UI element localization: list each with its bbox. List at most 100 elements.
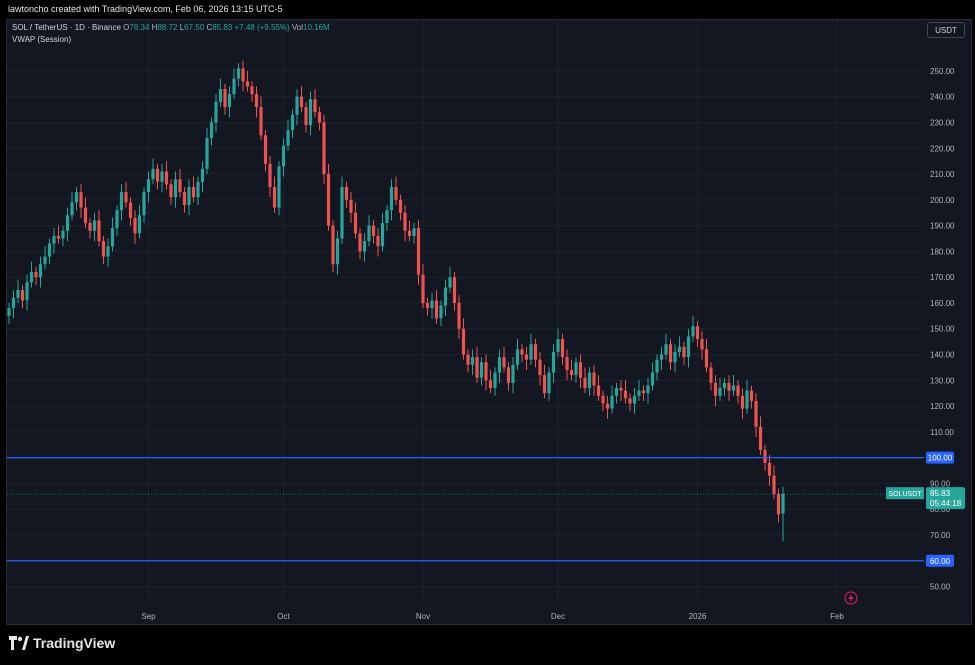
candle-body [47,243,52,257]
candle-body [268,163,272,187]
candle-body [452,277,457,303]
candle-body [637,390,641,396]
lightning-icon[interactable] [844,591,858,605]
tradingview-logo[interactable]: TradingView [9,635,115,651]
chart-frame[interactable] [6,19,972,625]
candle-body [745,390,749,409]
y-tick-label: 250.00 [930,67,955,76]
candle-body [695,326,700,340]
candle-body [344,186,349,200]
candle-body [290,114,295,131]
candle-body [335,238,340,265]
candle-body [286,130,290,146]
currency-button[interactable]: USDT [927,22,965,38]
candle-body [758,426,763,450]
candle-body [601,395,605,404]
candle-body [164,171,169,185]
y-tick-label: 240.00 [930,93,955,102]
candle-body [619,388,623,391]
candle-body [313,99,317,113]
candle-body [421,274,425,303]
candle-body [416,228,421,275]
candle-body [736,385,740,396]
candle-body [722,382,727,389]
y-tick-label: 50.00 [930,583,951,592]
level-label: 100.00 [928,454,953,463]
candle-body [434,300,439,319]
candle-body [317,112,322,123]
candle-body [304,107,308,126]
y-tick-label: 210.00 [930,170,955,179]
candle-body [385,210,389,224]
candle-body [488,380,493,389]
candle-body [493,372,497,389]
candle-body [403,212,407,231]
y-tick-label: 120.00 [930,402,955,411]
y-tick-label: 220.00 [930,144,955,153]
candle-body [470,357,475,365]
candle-body [200,168,205,182]
candle-body [727,382,731,391]
candle-body [583,377,587,389]
x-tick-label: 2026 [689,612,707,621]
candle-body [497,357,502,373]
candle-body [272,186,277,208]
candle-body [151,168,155,180]
candle-body [155,168,160,182]
candle-body [763,449,767,463]
candle-body [236,68,241,79]
chart-legend: SOL / TetherUS · 1D · Binance O78.34 H88… [12,22,330,46]
candle-body [29,272,34,283]
candle-body [362,241,367,252]
candle-body [232,78,236,95]
candle-body [551,351,556,373]
legend-indicator[interactable]: VWAP (Session) [12,35,72,44]
candle-body [704,349,709,368]
candle-body [223,88,227,108]
candle-body [664,344,668,355]
legend-close-label: C [206,23,213,32]
candle-body [569,369,574,376]
candle-body [623,390,628,399]
candle-body [367,225,371,242]
x-tick-label: Nov [416,612,430,621]
candle-body [461,328,466,355]
candle-body [754,400,758,427]
last-price-value: 85.83 [930,489,951,498]
y-tick-label: 160.00 [930,299,955,308]
legend-low-label: L [179,23,185,32]
candle-body [524,354,529,360]
candle-body [772,475,776,494]
candle-body [542,375,547,394]
candle-body [682,346,686,358]
candle-body [547,372,551,394]
candle-body [443,287,448,306]
last-price-badge [926,487,965,510]
level-badge [926,451,954,464]
candle-body [650,372,655,386]
legend-vol-label: Vol [291,23,303,32]
legend-open-value: 78.34 [129,23,150,32]
candle-body [565,357,569,370]
y-tick-label: 130.00 [930,376,955,385]
candle-body [101,241,106,257]
price-chart[interactable]: 50.00 60.00 70.00 80.00 90.00 100.00 110.00 120… [0,0,975,625]
candle-body [142,192,146,216]
candle-body [340,186,344,239]
candle-body [358,233,362,252]
legend-symbol[interactable]: SOL / TetherUS · 1D · Binance [12,23,121,32]
candle-body [263,135,268,164]
candle-body [448,277,452,288]
candle-body [349,199,353,213]
candle-body [92,220,97,231]
candle-body [677,346,682,352]
candle-body [110,228,115,247]
lightning-icon-glyph [848,593,854,603]
candle-body [259,107,263,136]
candle-body [668,344,673,363]
candle-body [7,308,11,316]
candle-body [376,235,380,247]
candle-body [628,398,632,404]
candle-body [574,362,578,376]
legend-vol-value: 10.16M [303,23,330,32]
